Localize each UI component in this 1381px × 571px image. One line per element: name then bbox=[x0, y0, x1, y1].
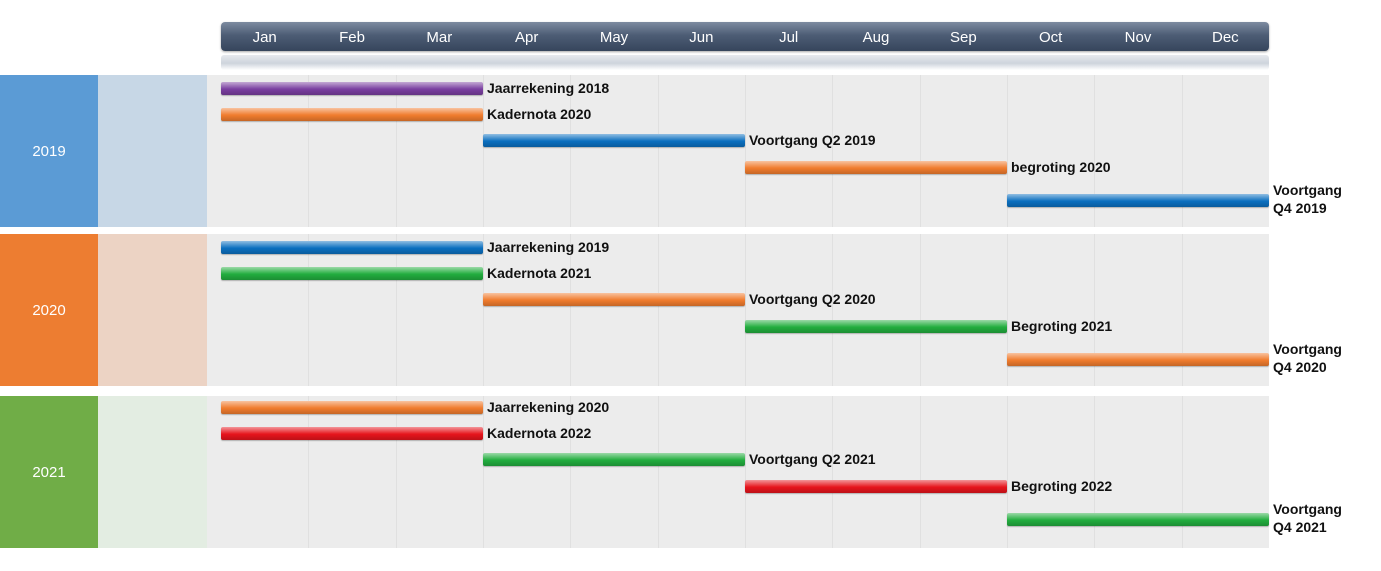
task-bar bbox=[221, 427, 483, 440]
month-grid-line bbox=[570, 234, 572, 386]
year-group-2019: 2019 Jaarrekening 2018 Kadernota 2020 Voort… bbox=[0, 75, 1342, 227]
month-grid-line bbox=[395, 396, 397, 548]
year-label: 2019 bbox=[0, 75, 98, 227]
month-grid-line bbox=[1094, 75, 1096, 227]
task-bar bbox=[221, 108, 483, 121]
month-grid-line bbox=[919, 396, 921, 548]
month-grid-line bbox=[832, 396, 834, 548]
task-label: Begroting 2022 bbox=[1011, 478, 1113, 494]
month-grid-line bbox=[483, 75, 484, 227]
month-label-feb: Feb bbox=[339, 29, 365, 46]
task-bar bbox=[221, 401, 483, 414]
task-bar bbox=[1007, 513, 1269, 526]
month-grid-line bbox=[483, 234, 484, 386]
task-label: Jaarrekening 2020 bbox=[487, 399, 610, 415]
month-grid-line bbox=[570, 396, 572, 548]
month-label-dec: Dec bbox=[1211, 29, 1239, 46]
task-label: Jaarrekening 2019 bbox=[487, 239, 610, 255]
month-grid-line bbox=[657, 396, 659, 548]
task-label: Begroting 2021 bbox=[1011, 318, 1113, 334]
timeline-header-reflection bbox=[221, 55, 1269, 70]
month-grid-line bbox=[1181, 396, 1183, 548]
month-label-apr: Apr bbox=[514, 29, 539, 46]
task-label: Kadernota 2022 bbox=[487, 425, 592, 441]
task-label: Kadernota 2020 bbox=[487, 106, 592, 122]
task-bar bbox=[1007, 194, 1269, 207]
month-label-mar: Mar bbox=[426, 29, 453, 46]
month-grid-line bbox=[1007, 75, 1008, 227]
month-grid-line bbox=[919, 75, 921, 227]
month-grid-line bbox=[308, 75, 310, 227]
year-label-shade bbox=[98, 396, 207, 548]
task-bar bbox=[483, 293, 745, 306]
task-bar bbox=[745, 480, 1007, 493]
task-label: Voortgang Q2 2020 bbox=[749, 291, 876, 307]
month-grid-line bbox=[919, 234, 921, 386]
month-grid-line bbox=[1007, 234, 1008, 386]
month-label-jul: Jul bbox=[779, 29, 799, 46]
task-label: Voortgang Q4 2021 bbox=[1273, 501, 1342, 535]
month-grid-line bbox=[745, 234, 746, 386]
month-label-jan: Jan bbox=[252, 29, 277, 46]
task-label: Voortgang Q4 2020 bbox=[1273, 341, 1342, 375]
task-bar bbox=[221, 82, 483, 95]
month-grid-line bbox=[1094, 396, 1096, 548]
year-label: 2021 bbox=[0, 396, 98, 548]
month-grid-line bbox=[1007, 396, 1008, 548]
month-label-oct: Oct bbox=[1038, 29, 1063, 46]
task-bar bbox=[483, 453, 745, 466]
month-grid-line bbox=[1181, 234, 1183, 386]
year-group-2021: 2021 Jaarrekening 2020 Kadernota 2022 Voort… bbox=[0, 396, 1342, 548]
month-grid-line bbox=[308, 396, 310, 548]
month-label-jun: Jun bbox=[689, 29, 714, 46]
month-grid-line bbox=[308, 234, 310, 386]
month-grid-line bbox=[395, 234, 397, 386]
month-label-sep: Sep bbox=[949, 29, 977, 46]
month-grid-line bbox=[745, 396, 746, 548]
task-label: begroting 2020 bbox=[1011, 159, 1111, 175]
task-bar bbox=[745, 320, 1007, 333]
task-bar bbox=[745, 161, 1007, 174]
month-grid-line bbox=[745, 75, 746, 227]
task-label: Voortgang Q4 2019 bbox=[1273, 182, 1342, 216]
timeline-header bbox=[221, 22, 1269, 51]
month-grid-line bbox=[395, 75, 397, 227]
month-grid-line bbox=[1094, 234, 1096, 386]
month-label-nov: Nov bbox=[1124, 29, 1152, 46]
month-label-aug: Aug bbox=[862, 29, 890, 46]
month-grid-line bbox=[832, 75, 834, 227]
month-grid-line bbox=[1181, 75, 1183, 227]
month-grid-line bbox=[570, 75, 572, 227]
task-bar bbox=[1007, 353, 1269, 366]
task-label: Voortgang Q2 2019 bbox=[749, 132, 876, 148]
year-label: 2020 bbox=[0, 234, 98, 386]
task-label: Jaarrekening 2018 bbox=[487, 80, 610, 96]
task-bar bbox=[221, 241, 483, 254]
month-grid-line bbox=[832, 234, 834, 386]
task-label: Kadernota 2021 bbox=[487, 265, 592, 281]
year-label-shade bbox=[98, 75, 207, 227]
task-bar bbox=[221, 267, 483, 280]
month-label-may: May bbox=[599, 29, 629, 46]
year-group-2020: 2020 Jaarrekening 2019 Kadernota 2021 Voort… bbox=[0, 234, 1342, 386]
task-label: Voortgang Q2 2021 bbox=[749, 451, 876, 467]
month-grid-line bbox=[657, 75, 659, 227]
month-grid-line bbox=[657, 234, 659, 386]
year-label-shade bbox=[98, 234, 207, 386]
task-bar bbox=[483, 134, 745, 147]
month-grid-line bbox=[483, 396, 484, 548]
